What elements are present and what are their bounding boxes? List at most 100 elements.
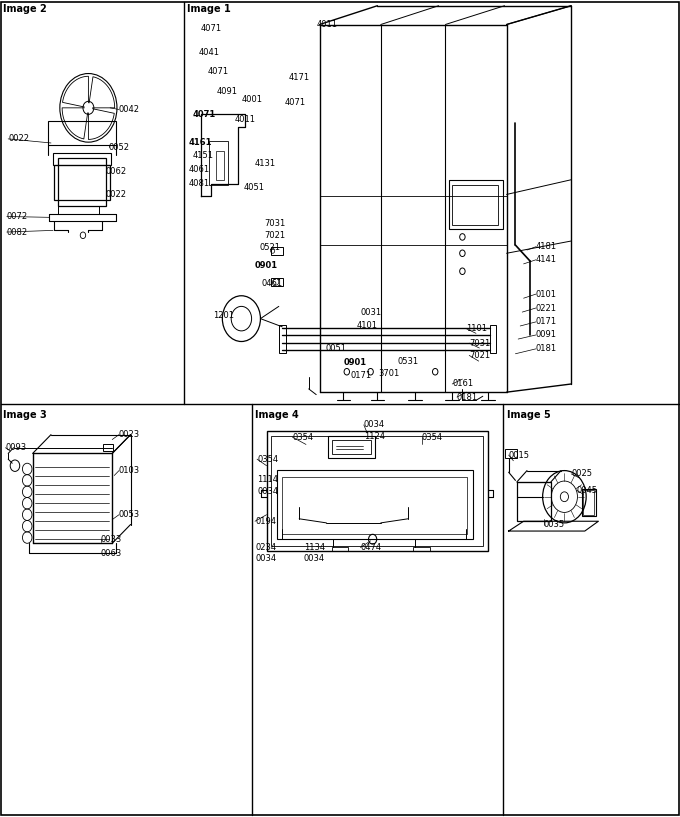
- Text: 0093: 0093: [5, 443, 27, 453]
- Text: 1201: 1201: [214, 310, 235, 320]
- Text: 0461: 0461: [262, 279, 283, 288]
- Bar: [413, 547, 430, 551]
- Text: 4141: 4141: [536, 255, 557, 265]
- Bar: [54, 165, 110, 200]
- Bar: [58, 158, 106, 206]
- Text: 0101: 0101: [536, 289, 557, 299]
- Bar: [279, 325, 286, 353]
- Text: 0171: 0171: [350, 371, 371, 381]
- Text: 0181: 0181: [536, 344, 557, 354]
- Bar: [328, 436, 375, 458]
- Bar: [271, 436, 483, 546]
- Text: Image 3: Image 3: [3, 410, 47, 420]
- Text: 0015: 0015: [509, 450, 530, 460]
- Bar: [452, 185, 498, 225]
- Text: 0034: 0034: [257, 487, 278, 497]
- Bar: [332, 547, 348, 551]
- Text: 0181: 0181: [457, 392, 478, 402]
- Text: 7021: 7021: [469, 350, 490, 360]
- Text: 0023: 0023: [119, 430, 140, 440]
- Text: 0042: 0042: [119, 105, 140, 114]
- Bar: [271, 278, 283, 286]
- Text: 0063: 0063: [101, 549, 122, 559]
- Bar: [582, 489, 596, 516]
- Text: 4091: 4091: [216, 87, 237, 96]
- Text: 1124: 1124: [364, 431, 385, 441]
- Text: 0045: 0045: [577, 485, 598, 495]
- Text: 4071: 4071: [192, 109, 216, 119]
- Text: 4051: 4051: [243, 183, 265, 193]
- Text: 0062: 0062: [105, 167, 126, 176]
- Bar: [517, 482, 551, 521]
- Text: 0034: 0034: [304, 554, 325, 564]
- Text: 0082: 0082: [7, 227, 28, 237]
- Text: 4171: 4171: [289, 73, 310, 83]
- Bar: [103, 444, 113, 451]
- Text: 0052: 0052: [109, 142, 130, 152]
- Text: 0901: 0901: [255, 261, 278, 270]
- Text: 4131: 4131: [255, 158, 276, 168]
- Text: 0025: 0025: [571, 469, 592, 479]
- Bar: [216, 151, 224, 180]
- Text: 1114: 1114: [257, 475, 278, 484]
- Bar: [58, 206, 99, 214]
- Text: 4161: 4161: [189, 137, 213, 147]
- Bar: [271, 247, 283, 255]
- Text: 0161: 0161: [452, 379, 473, 389]
- Bar: [449, 180, 503, 229]
- Text: Image 2: Image 2: [3, 4, 47, 14]
- Text: 7021: 7021: [264, 230, 285, 240]
- Bar: [267, 431, 488, 551]
- Text: 0194: 0194: [255, 516, 276, 526]
- Text: 0474: 0474: [360, 542, 381, 552]
- Text: 0354: 0354: [292, 432, 313, 442]
- Text: 0034: 0034: [364, 420, 385, 430]
- Text: 4071: 4071: [284, 98, 305, 108]
- Text: 0234: 0234: [255, 542, 276, 552]
- Text: 0051: 0051: [325, 343, 346, 353]
- Text: 7031: 7031: [264, 219, 285, 229]
- Text: 0171: 0171: [536, 317, 557, 327]
- Text: 0091: 0091: [536, 330, 557, 340]
- Bar: [48, 121, 116, 145]
- Text: 0354: 0354: [422, 432, 443, 442]
- Text: 1101: 1101: [466, 324, 487, 333]
- Text: Image 5: Image 5: [507, 410, 550, 420]
- Text: 0354: 0354: [257, 454, 278, 464]
- Text: 4001: 4001: [241, 95, 262, 105]
- Text: 0022: 0022: [8, 134, 29, 144]
- Text: 0103: 0103: [119, 466, 140, 475]
- Bar: [490, 325, 496, 353]
- Text: 0221: 0221: [536, 303, 557, 313]
- Text: 4101: 4101: [357, 320, 378, 330]
- Text: 0521: 0521: [260, 243, 281, 252]
- Text: 4041: 4041: [199, 47, 220, 57]
- Text: 1134: 1134: [304, 542, 325, 552]
- Text: Image 1: Image 1: [187, 4, 231, 14]
- Text: 0053: 0053: [119, 510, 140, 520]
- Text: 4011: 4011: [235, 114, 256, 124]
- Bar: [53, 153, 111, 165]
- Text: 0031: 0031: [360, 307, 381, 317]
- Bar: [209, 141, 228, 185]
- Text: 7031: 7031: [469, 338, 490, 348]
- Bar: [583, 490, 594, 515]
- Text: 4071: 4071: [201, 24, 222, 33]
- Text: 4071: 4071: [207, 67, 228, 77]
- Text: 4011: 4011: [316, 20, 337, 29]
- Text: 0033: 0033: [101, 534, 122, 544]
- Text: 0531: 0531: [398, 356, 419, 366]
- Text: 4061: 4061: [189, 165, 210, 175]
- Text: 3701: 3701: [378, 368, 399, 378]
- Bar: [277, 470, 473, 539]
- Text: 0022: 0022: [105, 190, 126, 199]
- Bar: [505, 449, 517, 458]
- Text: 0035: 0035: [544, 520, 565, 529]
- Text: 0034: 0034: [255, 554, 276, 564]
- Bar: [332, 440, 371, 454]
- Text: 4151: 4151: [192, 150, 214, 160]
- Text: 4081: 4081: [189, 179, 210, 189]
- Text: 0072: 0072: [7, 212, 28, 221]
- Bar: [282, 477, 467, 534]
- Text: 0901: 0901: [343, 358, 367, 368]
